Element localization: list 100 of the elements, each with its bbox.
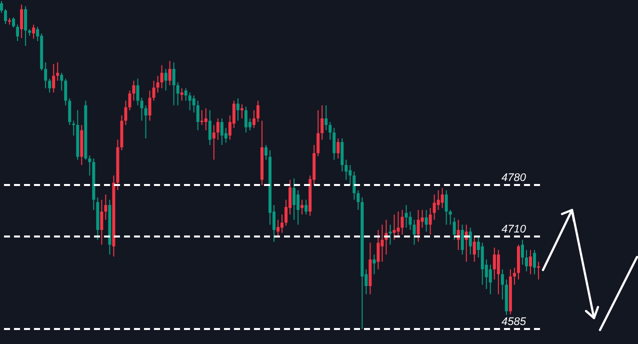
candlestick [148, 90, 152, 122]
candlestick [316, 110, 320, 157]
candlestick [372, 254, 376, 275]
candlestick [352, 171, 356, 200]
candlestick [424, 209, 428, 232]
candlestick [64, 78, 68, 106]
candlestick [356, 190, 360, 210]
candlestick [388, 224, 392, 246]
candlestick [408, 211, 412, 230]
candlestick [256, 100, 260, 123]
candlestick [348, 164, 352, 186]
candlestick [320, 104, 324, 140]
candlestick [152, 80, 156, 102]
candlestick [416, 209, 420, 242]
candlestick [220, 118, 224, 146]
candlestick [336, 138, 340, 159]
candlestick [404, 204, 408, 228]
candlestick [192, 94, 196, 114]
candlestick [520, 239, 524, 266]
candlestick [32, 24, 36, 40]
candlestick [300, 199, 304, 216]
candlestick [304, 199, 308, 216]
candlestick [344, 159, 348, 180]
candlestick [156, 75, 160, 94]
candlestick [428, 207, 432, 236]
candlestick [512, 267, 516, 286]
candlestick [440, 187, 444, 208]
candlestick [252, 110, 256, 128]
candlestick [524, 249, 528, 272]
annotation: 4585 [502, 316, 527, 328]
candlestick [400, 209, 404, 236]
candlestick [124, 100, 128, 126]
candlestick [276, 219, 280, 236]
candlestick [488, 264, 492, 295]
candlestick [244, 106, 248, 134]
candlestick [104, 194, 108, 220]
candlestick [264, 144, 268, 160]
candlestick [128, 90, 132, 111]
candlestick [20, 4, 24, 39]
candlestick [332, 127, 336, 160]
candlestick [452, 216, 456, 240]
candlestick [436, 190, 440, 210]
candlestick [212, 124, 216, 160]
candlestick [500, 268, 504, 300]
candlestick [168, 60, 172, 86]
candlestick [376, 229, 380, 270]
candlestick [492, 247, 496, 280]
candlestick [48, 78, 52, 94]
candlestick [196, 100, 200, 131]
candlestick [236, 98, 240, 122]
candlestick [176, 82, 180, 106]
candlestick [172, 62, 176, 106]
candlestick [88, 154, 92, 176]
candlestick [216, 118, 220, 140]
candlestick [4, 8, 8, 24]
candlestick [140, 97, 144, 122]
candlestick [180, 88, 184, 102]
candlestick [184, 88, 188, 102]
candlestick [144, 104, 148, 139]
annotation: 4780 [502, 172, 527, 184]
candlestick [56, 62, 60, 82]
candlestick [68, 98, 72, 126]
candlestick [24, 6, 28, 46]
candlestick [528, 249, 532, 275]
candlestick [16, 24, 20, 42]
candlestick [296, 190, 300, 226]
candlestick [12, 16, 16, 28]
candlestick [132, 80, 136, 102]
candlestick [208, 110, 212, 146]
candlestick [480, 242, 484, 286]
candlestick [188, 92, 192, 111]
candlestick [280, 214, 284, 234]
annotation: 4710 [502, 224, 527, 236]
candlestick [340, 138, 344, 172]
candlestick [444, 190, 448, 226]
candlestick [448, 209, 452, 226]
candlestick [200, 110, 204, 126]
candlestick [204, 108, 208, 131]
candlestick [100, 199, 104, 246]
candlestick [60, 72, 64, 92]
candlestick [328, 122, 332, 140]
candlestick [396, 211, 400, 238]
candlestick [412, 219, 416, 246]
candlestick [164, 68, 168, 92]
candlestick [472, 236, 476, 262]
candlestick [72, 120, 76, 136]
candlestick [292, 178, 296, 220]
candlestick [532, 249, 536, 275]
candlestick [0, 0, 4, 14]
candlestick [496, 249, 500, 295]
candlestick [432, 194, 436, 220]
candlestick [324, 104, 328, 131]
candlestick [44, 62, 48, 89]
candlestick [160, 64, 164, 89]
candlestick [392, 214, 396, 240]
candlestick [468, 227, 472, 256]
candlestick [52, 63, 56, 94]
candlestick [380, 224, 384, 262]
candlestick [460, 224, 464, 256]
candlestick [136, 78, 140, 106]
